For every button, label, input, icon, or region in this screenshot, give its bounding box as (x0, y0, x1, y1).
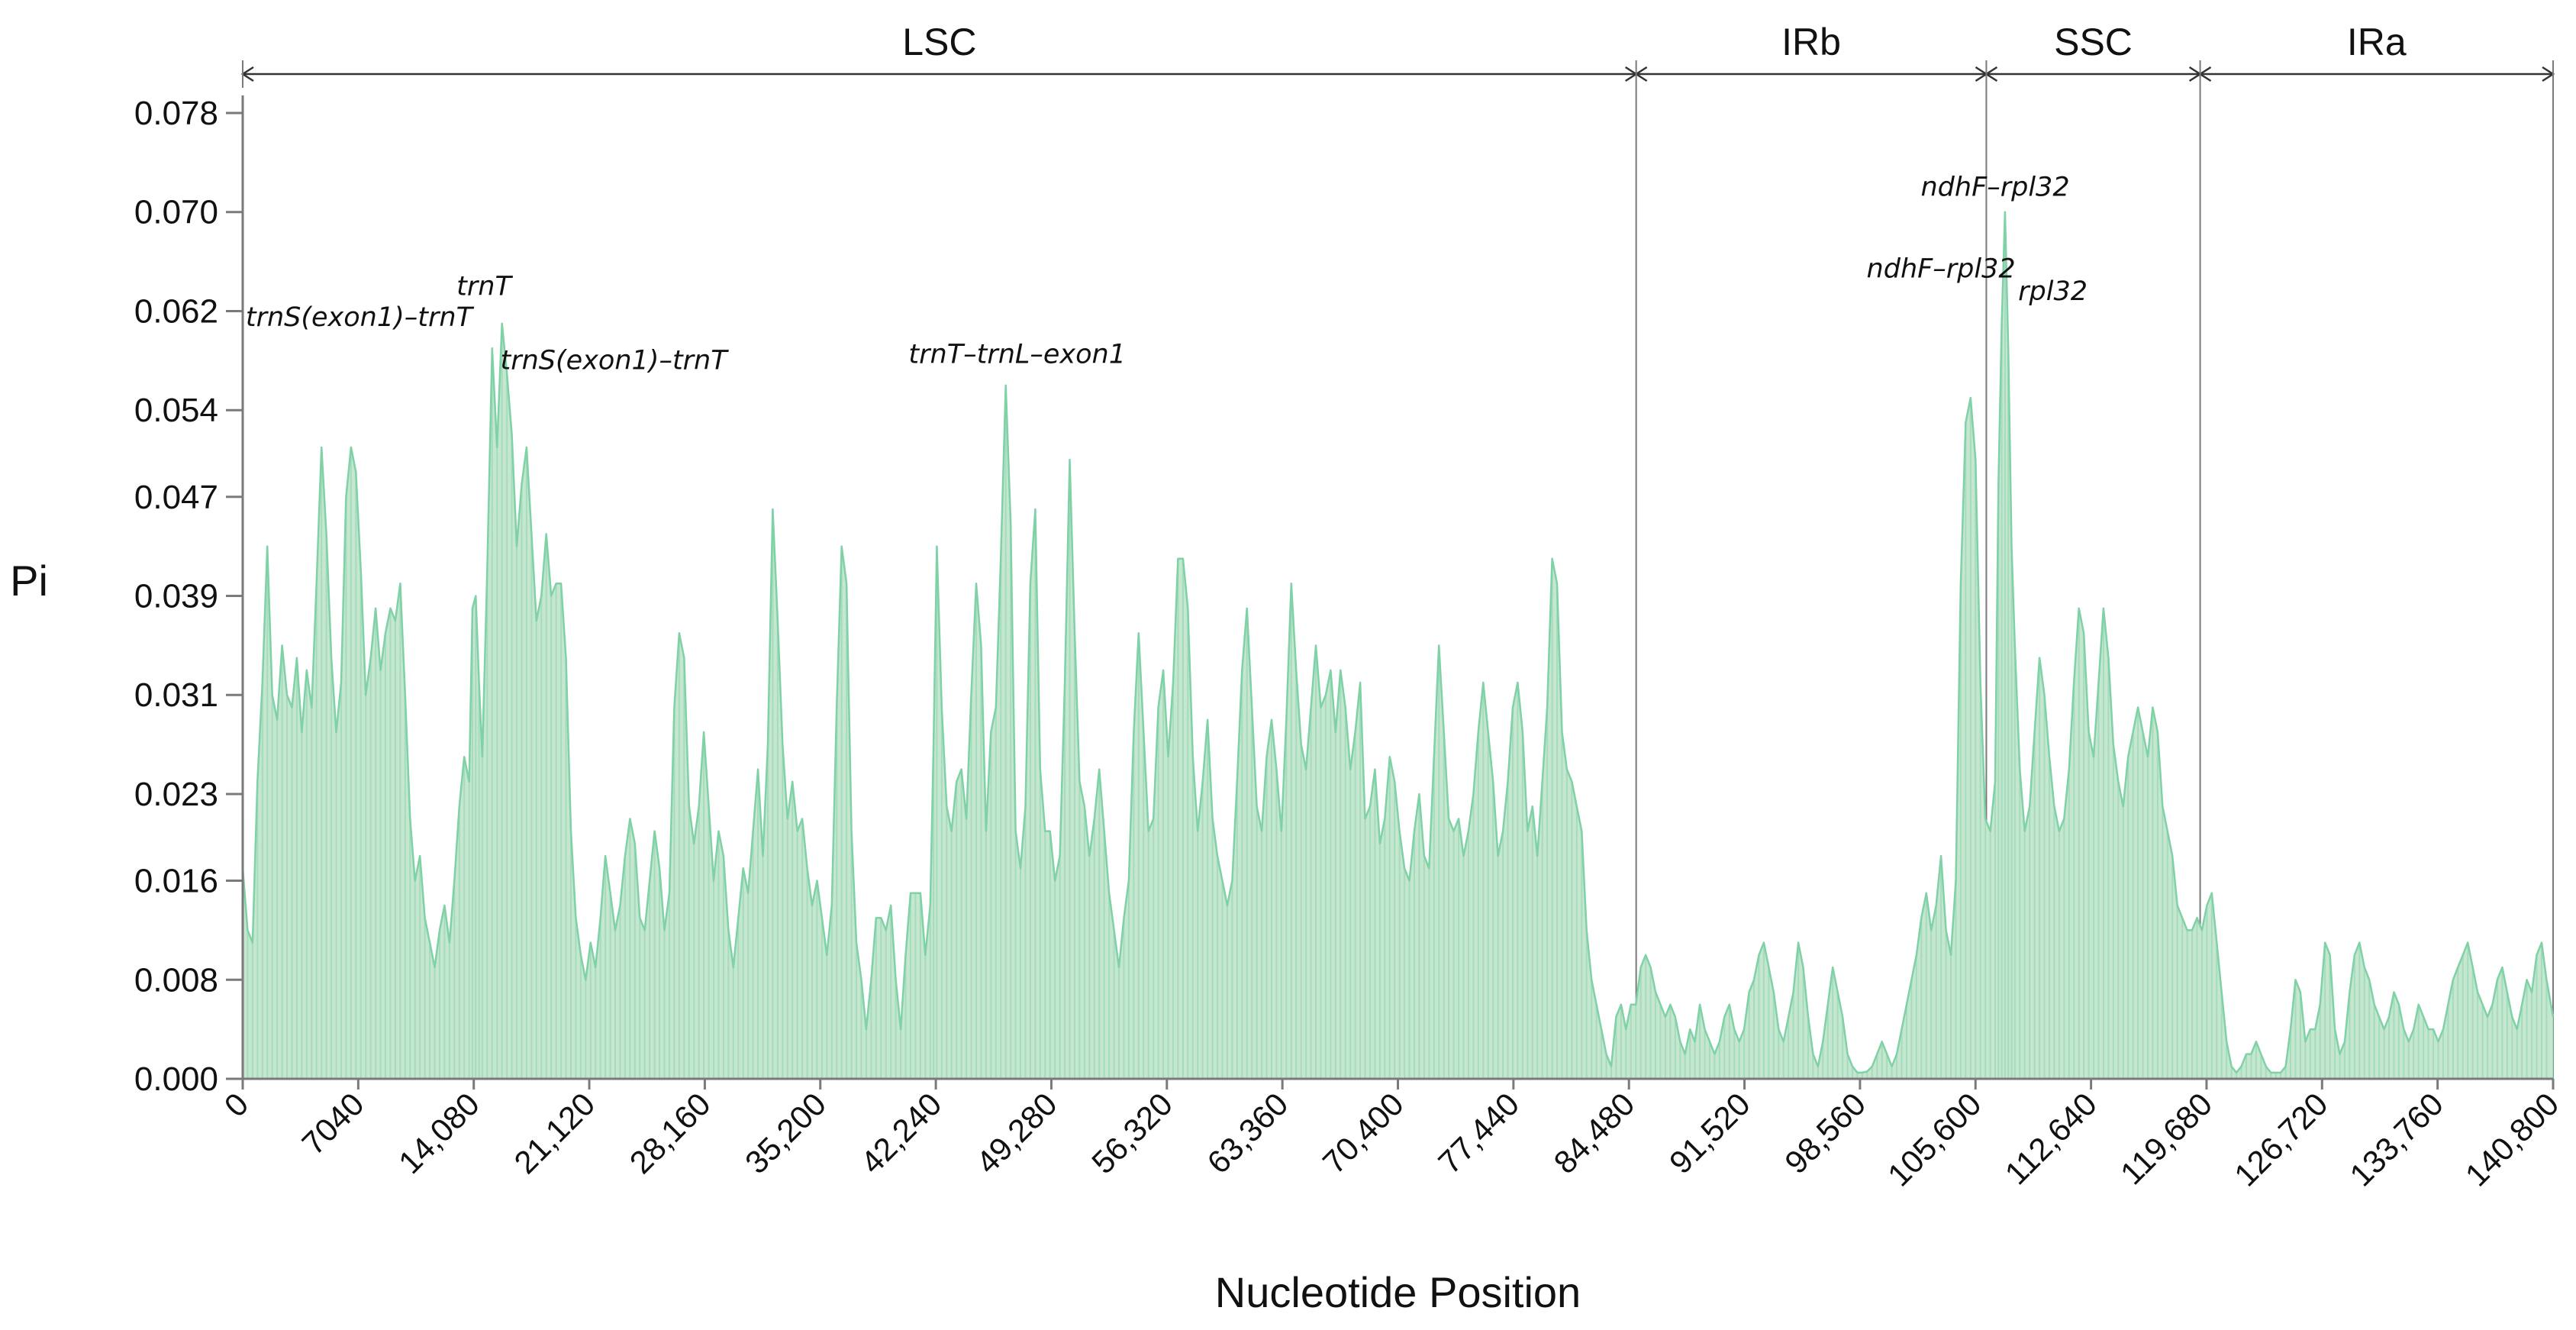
y-axis-title: Pi (10, 557, 48, 605)
y-tick-label: 0.070 (134, 194, 218, 231)
x-tick-label: 84,480 (1546, 1086, 1641, 1180)
x-axis-ticks: 0 7040 14,080 21,120 28,160 35,200 42,240 49,28… (218, 1079, 2566, 1193)
y-tick-label: 0.008 (134, 961, 218, 999)
y-tick-label: 0.016 (134, 863, 218, 900)
pi-series-line (241, 211, 2555, 1074)
y-tick-label: 0.078 (134, 95, 218, 132)
x-tick-label: 105,600 (1881, 1086, 1988, 1193)
x-tick-label: 91,520 (1662, 1086, 1757, 1180)
x-tick-label: 112,640 (1998, 1086, 2104, 1191)
y-tick-label: 0.054 (134, 392, 218, 429)
peak-annotation: trnT (456, 271, 513, 302)
x-axis-title: Nucleotide Position (1215, 1268, 1581, 1316)
x-tick-label: 42,240 (853, 1086, 948, 1180)
peak-annotation: trnT–trnL–exon1 (908, 340, 1126, 370)
x-tick-label: 21,120 (507, 1086, 601, 1180)
x-tick-label: 126,720 (2227, 1086, 2335, 1193)
x-tick-label: 35,200 (738, 1086, 833, 1180)
plot-area (241, 211, 2555, 1080)
pi-area-fill (243, 211, 2553, 1080)
x-tick-label: 140,800 (2458, 1086, 2566, 1193)
x-tick-label: 77,440 (1431, 1086, 1526, 1180)
region-label-ira: IRa (2347, 21, 2407, 63)
x-tick-label: 14,080 (392, 1086, 486, 1180)
x-tick-label: 98,560 (1778, 1086, 1872, 1180)
x-tick-label: 133,760 (2342, 1086, 2450, 1193)
x-tick-label: 56,320 (1085, 1086, 1179, 1180)
y-tick-label: 0.039 (134, 578, 218, 615)
x-tick-label: 119,680 (2113, 1086, 2219, 1191)
peak-annotation: rpl32 (2018, 276, 2088, 307)
x-tick-label: 70,400 (1316, 1086, 1411, 1180)
region-label-ssc: SSC (2054, 21, 2133, 63)
x-tick-label: 7040 (295, 1086, 370, 1161)
y-tick-label: 0.062 (134, 292, 218, 330)
peak-annotation: ndhF–rpl32 (1921, 173, 2070, 203)
y-tick-label: 0.000 (134, 1060, 218, 1098)
peak-annotation: ndhF–rpl32 (1867, 254, 2016, 285)
x-tick-label: 63,360 (1200, 1086, 1294, 1180)
x-tick-label: 28,160 (623, 1086, 717, 1180)
region-label-irb: IRb (1781, 21, 1841, 63)
peak-annotation: trnS(exon1)–trnT (246, 302, 475, 333)
y-tick-label: 0.047 (134, 479, 218, 516)
peak-annotation: trnS(exon1)–trnT (501, 346, 730, 376)
y-tick-label: 0.023 (134, 776, 218, 813)
y-axis-ticks: 0.000 0.008 0.016 0.023 0.031 0.039 0.047 0.054… (134, 95, 243, 1098)
region-bar: LSC IRb SSC IRa (240, 21, 2555, 1079)
y-tick-label: 0.031 (134, 676, 218, 714)
x-tick-label: 0 (218, 1086, 256, 1124)
pi-area-stripes (242, 211, 2554, 1079)
x-tick-label: 49,280 (969, 1086, 1064, 1180)
region-label-lsc: LSC (902, 21, 976, 63)
